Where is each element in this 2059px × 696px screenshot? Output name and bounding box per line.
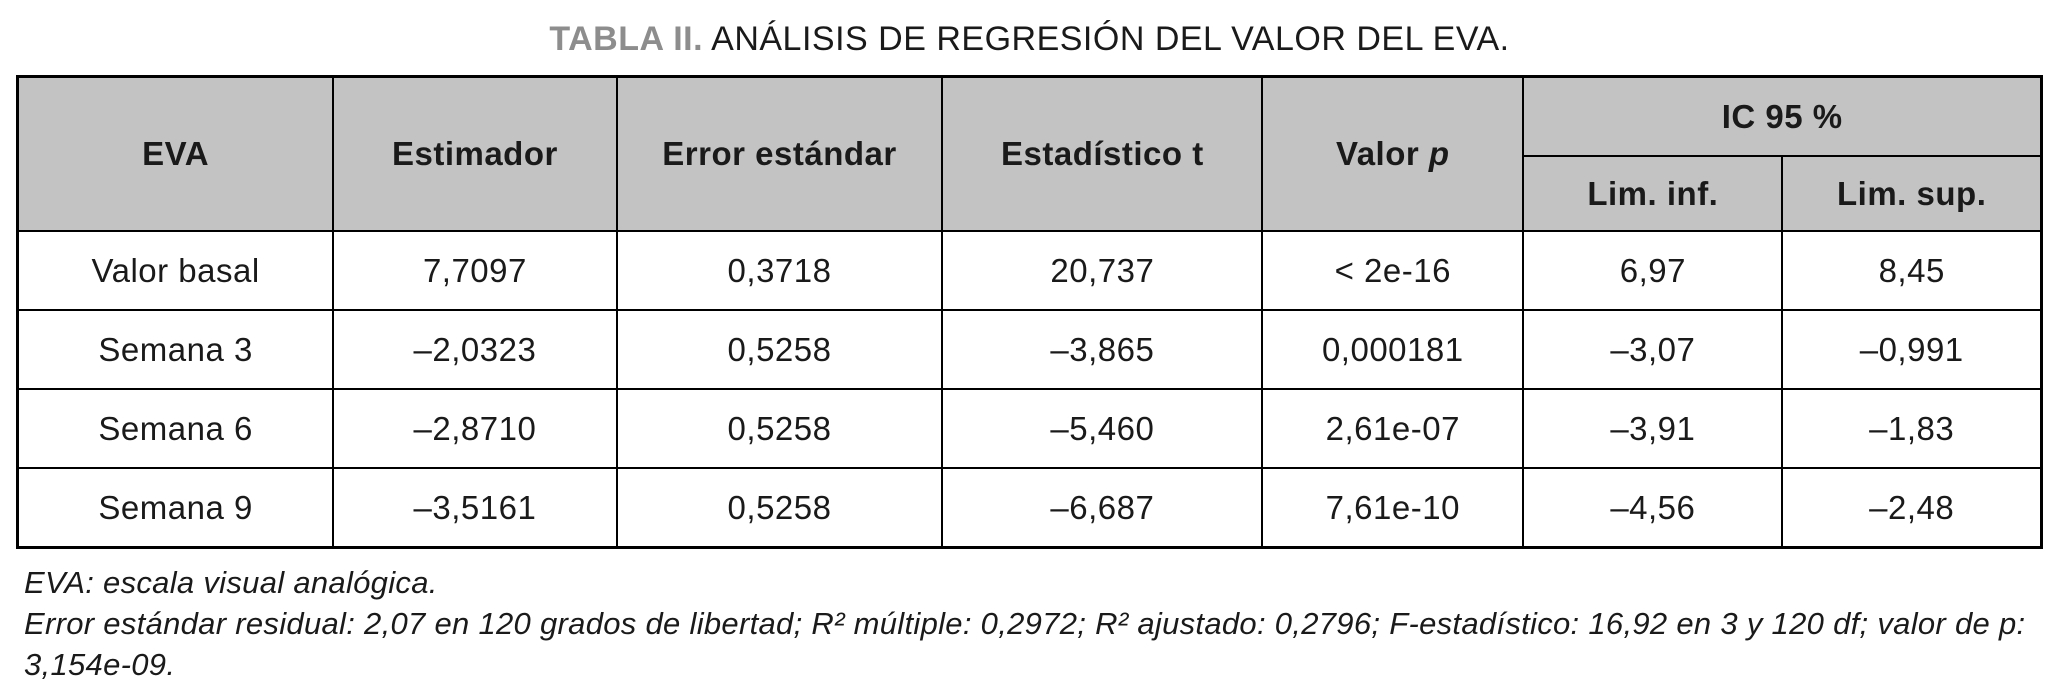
table-title-text: ANÁLISIS DE REGRESIÓN DEL VALOR DEL EVA. — [703, 20, 1510, 58]
footnote-eva-definition: EVA: escala visual analógica. — [24, 565, 438, 600]
table-cell: –6,687 — [941, 467, 1264, 549]
row-label: Valor basal — [16, 230, 335, 311]
header-eva: EVA — [16, 75, 335, 232]
header-estadistico-t: Estadístico t — [941, 75, 1264, 232]
table-cell: 0,5258 — [615, 467, 944, 549]
regression-table: EVA Estimador Error estándar Estadístico… — [16, 75, 2043, 549]
table-cell: –2,0323 — [332, 309, 618, 390]
table-cell: 8,45 — [1781, 230, 2043, 311]
table-cell: –3,91 — [1522, 388, 1784, 469]
header-row-main: EVA Estimador Error estándar Estadístico… — [16, 75, 2043, 232]
table-title-label: TABLA II. — [549, 20, 704, 58]
table-cell: 2,61e-07 — [1261, 388, 1525, 469]
table-row-semana-6: Semana 6 –2,8710 0,5258 –5,460 2,61e-07 … — [16, 388, 2043, 469]
table-cell: 0,5258 — [615, 309, 944, 390]
footnote-model-statistics: Error estándar residual: 2,07 en 120 gra… — [24, 605, 2026, 682]
table-title: TABLA II. ANÁLISIS DE REGRESIÓN DEL VALO… — [16, 20, 2043, 59]
table-cell: 20,737 — [941, 230, 1264, 311]
header-row-sub: Lim. inf. Lim. sup. — [18, 155, 2043, 232]
table-cell: 6,97 — [1522, 230, 1784, 311]
table-cell: 0,3718 — [615, 230, 944, 311]
table-cell: –5,460 — [941, 388, 1264, 469]
table-cell: 7,61e-10 — [1261, 467, 1525, 549]
table-cell: –0,991 — [1781, 309, 2043, 390]
header-error-estandar: Error estándar — [615, 75, 944, 232]
table-row-semana-9: Semana 9 –3,5161 0,5258 –6,687 7,61e-10 … — [16, 467, 2043, 549]
table-cell: –2,8710 — [332, 388, 618, 469]
table-cell: –3,5161 — [332, 467, 618, 549]
header-valor-p-symbol: p — [1428, 135, 1450, 172]
header-ic95: IC 95 % — [1522, 75, 2043, 158]
table-row-valor-basal: Valor basal 7,7097 0,3718 20,737 < 2e-16… — [16, 230, 2043, 311]
row-label: Semana 6 — [16, 388, 335, 469]
row-label: Semana 3 — [16, 309, 335, 390]
header-valor-p-prefix: Valor — [1336, 135, 1429, 172]
table-cell: 0,000181 — [1261, 309, 1525, 390]
table-cell: 0,5258 — [615, 388, 944, 469]
header-lim-inf: Lim. inf. — [1522, 155, 1784, 232]
table-cell: –3,865 — [941, 309, 1264, 390]
table-cell: –4,56 — [1522, 467, 1784, 549]
table-row-semana-3: Semana 3 –2,0323 0,5258 –3,865 0,000181 … — [16, 309, 2043, 390]
header-valor-p: Valor p — [1261, 75, 1525, 232]
header-lim-sup: Lim. sup. — [1781, 155, 2043, 232]
table-header: EVA Estimador Error estándar Estadístico… — [16, 75, 2043, 232]
table-cell: –1,83 — [1781, 388, 2043, 469]
table-cell: 7,7097 — [332, 230, 618, 311]
table-cell: –3,07 — [1522, 309, 1784, 390]
table-footnotes: EVA: escala visual analógica. Error está… — [24, 563, 2039, 686]
row-label: Semana 9 — [16, 467, 335, 549]
table-body: Valor basal 7,7097 0,3718 20,737 < 2e-16… — [16, 230, 2043, 549]
header-estimador: Estimador — [332, 75, 618, 232]
table-cell: < 2e-16 — [1261, 230, 1525, 311]
table-cell: –2,48 — [1781, 467, 2043, 549]
